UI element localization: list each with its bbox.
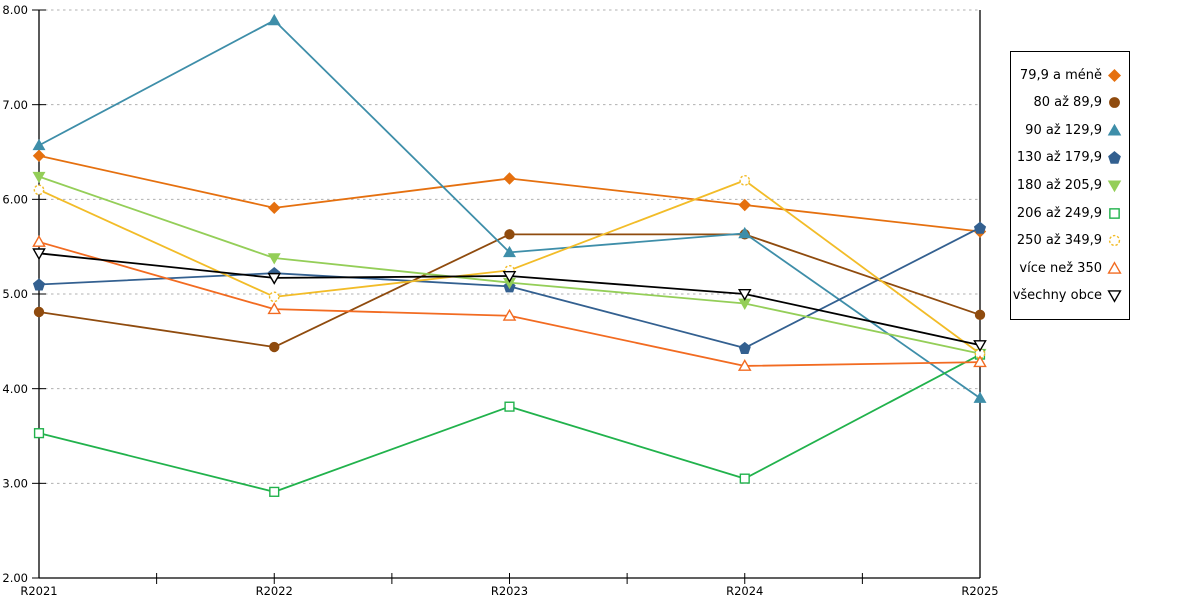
y-tick-label: 3.00 — [2, 476, 28, 490]
legend-item-label: 130 až 179,9 — [1016, 150, 1102, 166]
data-point-marker — [502, 271, 517, 283]
data-point-marker — [974, 348, 986, 360]
legend-item-label: 250 až 349,9 — [1016, 233, 1102, 249]
data-point-marker — [33, 184, 45, 196]
data-point-marker — [504, 401, 515, 412]
data-point-marker — [268, 291, 280, 303]
circle-marker-icon — [1109, 97, 1120, 109]
triangle-down-marker-icon — [1107, 290, 1122, 304]
legend-item-label: 206 až 249,9 — [1016, 205, 1102, 221]
legend-item-2: 90 až 129,9 — [1015, 123, 1122, 138]
legend-item-label: 80 až 89,9 — [1033, 95, 1102, 111]
data-point-marker — [739, 473, 750, 484]
data-point-marker — [267, 272, 282, 285]
legend-item-0: 79,9 a méně — [1015, 68, 1122, 83]
circle-dashed-marker-icon — [1108, 235, 1121, 247]
data-point-marker — [268, 201, 281, 215]
x-axis-label: R2022 — [256, 584, 293, 598]
legend-item-5: 206 až 249,9 — [1015, 206, 1122, 221]
legend-item-label: více než 350 — [1019, 260, 1102, 276]
data-point-marker — [973, 391, 987, 403]
data-point-marker — [267, 13, 281, 26]
data-point-marker — [738, 341, 751, 354]
data-point-marker — [33, 428, 45, 439]
x-axis-label: R2021 — [20, 584, 57, 598]
legend-item-7: více než 350 — [1015, 261, 1122, 276]
triangle-up-marker-icon — [1107, 261, 1122, 274]
data-point-marker — [973, 355, 987, 368]
data-point-marker — [738, 198, 751, 212]
pentagon-marker-icon — [1108, 151, 1121, 165]
y-tick-label: 6.00 — [2, 192, 28, 206]
legend-item-3: 130 až 179,9 — [1015, 150, 1122, 165]
data-point-marker — [973, 340, 987, 353]
data-point-marker — [737, 359, 752, 371]
legend-item-1: 80 až 89,9 — [1015, 95, 1122, 110]
data-point-marker — [739, 175, 751, 186]
series-2 — [32, 13, 987, 403]
data-point-marker — [32, 171, 46, 184]
y-tick-label: 8.00 — [2, 3, 28, 17]
diamond-marker-icon — [1107, 68, 1122, 82]
legend-item-8: všechny obce — [1012, 288, 1122, 304]
data-point-marker — [974, 309, 986, 321]
legend-box: 79,9 a méně 80 až 89,9 90 až 129,9 130 až 1… — [1010, 51, 1130, 320]
data-point-marker — [267, 302, 282, 315]
data-point-marker — [33, 306, 45, 318]
triangle-up-marker-icon — [1107, 123, 1122, 136]
x-axis-label: R2024 — [726, 584, 763, 598]
data-point-marker — [267, 253, 281, 265]
legend-item-label: 180 až 205,9 — [1016, 177, 1102, 193]
y-tick-label: 5.00 — [2, 287, 28, 301]
data-point-marker — [737, 289, 752, 301]
series-line — [38, 241, 981, 367]
triangle-down-marker-icon — [1107, 180, 1122, 193]
legend-item-4: 180 až 205,9 — [1015, 178, 1122, 193]
data-point-marker — [973, 221, 987, 234]
series-line — [38, 19, 981, 399]
data-point-marker — [269, 486, 280, 497]
data-point-marker — [32, 278, 46, 291]
legend-item-label: všechny obce — [1012, 288, 1102, 304]
data-point-marker — [269, 341, 280, 353]
series-line — [38, 353, 981, 493]
series-7 — [32, 235, 987, 371]
data-point-marker — [503, 245, 516, 258]
legend-item-label: 90 až 129,9 — [1025, 122, 1102, 138]
data-point-marker — [503, 172, 516, 185]
data-point-marker — [32, 149, 46, 162]
series-5 — [33, 349, 986, 497]
y-tick-label: 4.00 — [2, 382, 28, 396]
series-line — [38, 175, 981, 355]
series-8 — [32, 248, 987, 353]
y-tick-label: 7.00 — [2, 98, 28, 112]
y-tick-label: 2.00 — [2, 571, 28, 585]
data-point-marker — [502, 308, 517, 321]
data-point-marker — [32, 138, 46, 151]
x-axis-label: R2025 — [961, 584, 998, 598]
data-point-marker — [738, 226, 752, 239]
series-line — [38, 154, 981, 233]
square-marker-icon — [1109, 207, 1120, 219]
legend-item-6: 250 až 349,9 — [1015, 233, 1122, 248]
data-point-marker — [32, 235, 46, 247]
legend-item-label: 79,9 a méně — [1019, 67, 1102, 83]
data-point-marker — [504, 229, 515, 240]
series-6 — [33, 175, 986, 360]
x-axis-label: R2023 — [491, 584, 528, 598]
data-point-marker — [32, 248, 46, 261]
